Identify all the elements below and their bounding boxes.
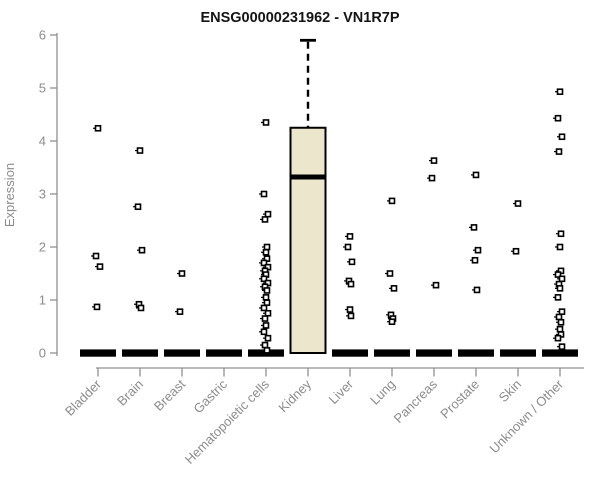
outlier-point: [260, 304, 268, 312]
outlier-point: [557, 318, 565, 326]
y-tick-label: 3: [39, 187, 46, 202]
outlier-point: [554, 294, 562, 301]
collapsed-box: [206, 349, 242, 357]
outlier-point: [428, 174, 436, 182]
collapsed-box: [332, 349, 368, 357]
outlier-point: [386, 270, 394, 277]
outlier-point: [176, 308, 184, 315]
y-tick-label: 4: [39, 134, 46, 149]
outlier-point: [137, 304, 145, 312]
outlier-point: [93, 303, 101, 311]
x-category-label: Unknown / Other: [487, 376, 567, 456]
x-category-label: Gastric: [190, 376, 230, 416]
outlier-point: [558, 343, 566, 350]
outlier-point: [260, 190, 268, 198]
outlier-point: [474, 246, 482, 254]
outlier-point: [263, 287, 271, 294]
outlier-point: [263, 299, 271, 306]
y-tick-label: 0: [39, 346, 46, 361]
y-axis-label: Expression: [2, 163, 17, 227]
outlier-point: [430, 157, 438, 164]
outlier-point: [556, 243, 564, 251]
outlier-point: [557, 230, 565, 238]
y-tick-label: 1: [39, 293, 46, 308]
outlier-point: [558, 133, 566, 141]
outlier-point: [388, 197, 396, 205]
collapsed-box: [122, 349, 158, 357]
outlier-point: [346, 306, 354, 313]
collapsed-box: [80, 349, 116, 357]
outlier-point: [554, 114, 562, 122]
x-category-label: Pancreas: [391, 376, 441, 426]
collapsed-box: [500, 349, 536, 357]
outlier-point: [347, 280, 355, 288]
x-category-label: Liver: [326, 376, 357, 407]
box-series: [80, 38, 578, 357]
x-category-label: Skin: [496, 377, 524, 405]
outlier-point: [514, 200, 522, 207]
outlier-point: [554, 334, 562, 342]
outlier-point: [555, 148, 563, 155]
outlier-point: [262, 249, 270, 256]
outlier-point: [347, 312, 355, 320]
outlier-point: [556, 325, 564, 333]
outlier-point: [388, 318, 396, 326]
collapsed-box: [458, 349, 494, 357]
outlier-point: [471, 256, 479, 264]
collapsed-box: [542, 349, 578, 357]
outlier-point: [558, 308, 566, 315]
outlier-point: [96, 263, 104, 270]
outlier-point: [92, 252, 100, 260]
outlier-point: [558, 275, 566, 283]
outlier-point: [261, 341, 269, 349]
y-tick-label: 6: [39, 28, 46, 43]
outlier-point: [348, 258, 356, 266]
outlier-point: [556, 285, 564, 292]
outlier-point: [556, 88, 564, 96]
outlier-point: [512, 247, 520, 255]
x-category-label: Prostate: [437, 377, 482, 422]
outlier-point: [94, 124, 102, 132]
outlier-point: [472, 171, 480, 179]
outlier-point: [260, 328, 268, 336]
outlier-point: [261, 315, 269, 322]
outlier-point: [262, 119, 270, 126]
outlier-point: [344, 243, 352, 251]
outlier-point: [262, 294, 270, 301]
x-category-label: Lung: [367, 377, 398, 408]
x-category-label: Breast: [151, 376, 188, 413]
outlier-point: [432, 281, 440, 289]
collapsed-box: [164, 349, 200, 357]
outlier-point: [346, 233, 354, 240]
outlier-point: [470, 224, 478, 231]
y-tick-label: 5: [39, 81, 46, 96]
chart-title: ENSG00000231962 - VN1R7P: [200, 10, 399, 26]
outlier-point: [555, 313, 563, 321]
outlier-point: [134, 203, 142, 211]
outlier-point: [262, 322, 270, 329]
x-category-label: Kidney: [275, 376, 314, 415]
collapsed-box: [416, 349, 452, 357]
outlier-point: [138, 246, 146, 254]
outlier-point: [178, 270, 186, 277]
outlier-point: [263, 347, 271, 354]
x-category-label: Bladder: [62, 376, 105, 419]
outlier-point: [473, 286, 481, 294]
outlier-point: [390, 285, 398, 292]
outlier-points-layer: [91, 88, 566, 354]
y-tick-label: 2: [39, 240, 46, 255]
outlier-point: [264, 210, 272, 218]
box: [289, 126, 327, 354]
outlier-point: [264, 309, 272, 317]
outlier-point: [261, 216, 269, 223]
outlier-point: [136, 147, 144, 154]
outlier-point: [264, 334, 272, 342]
x-category-label: Brain: [114, 377, 146, 409]
collapsed-box: [374, 349, 410, 357]
outlier-point: [263, 243, 271, 251]
